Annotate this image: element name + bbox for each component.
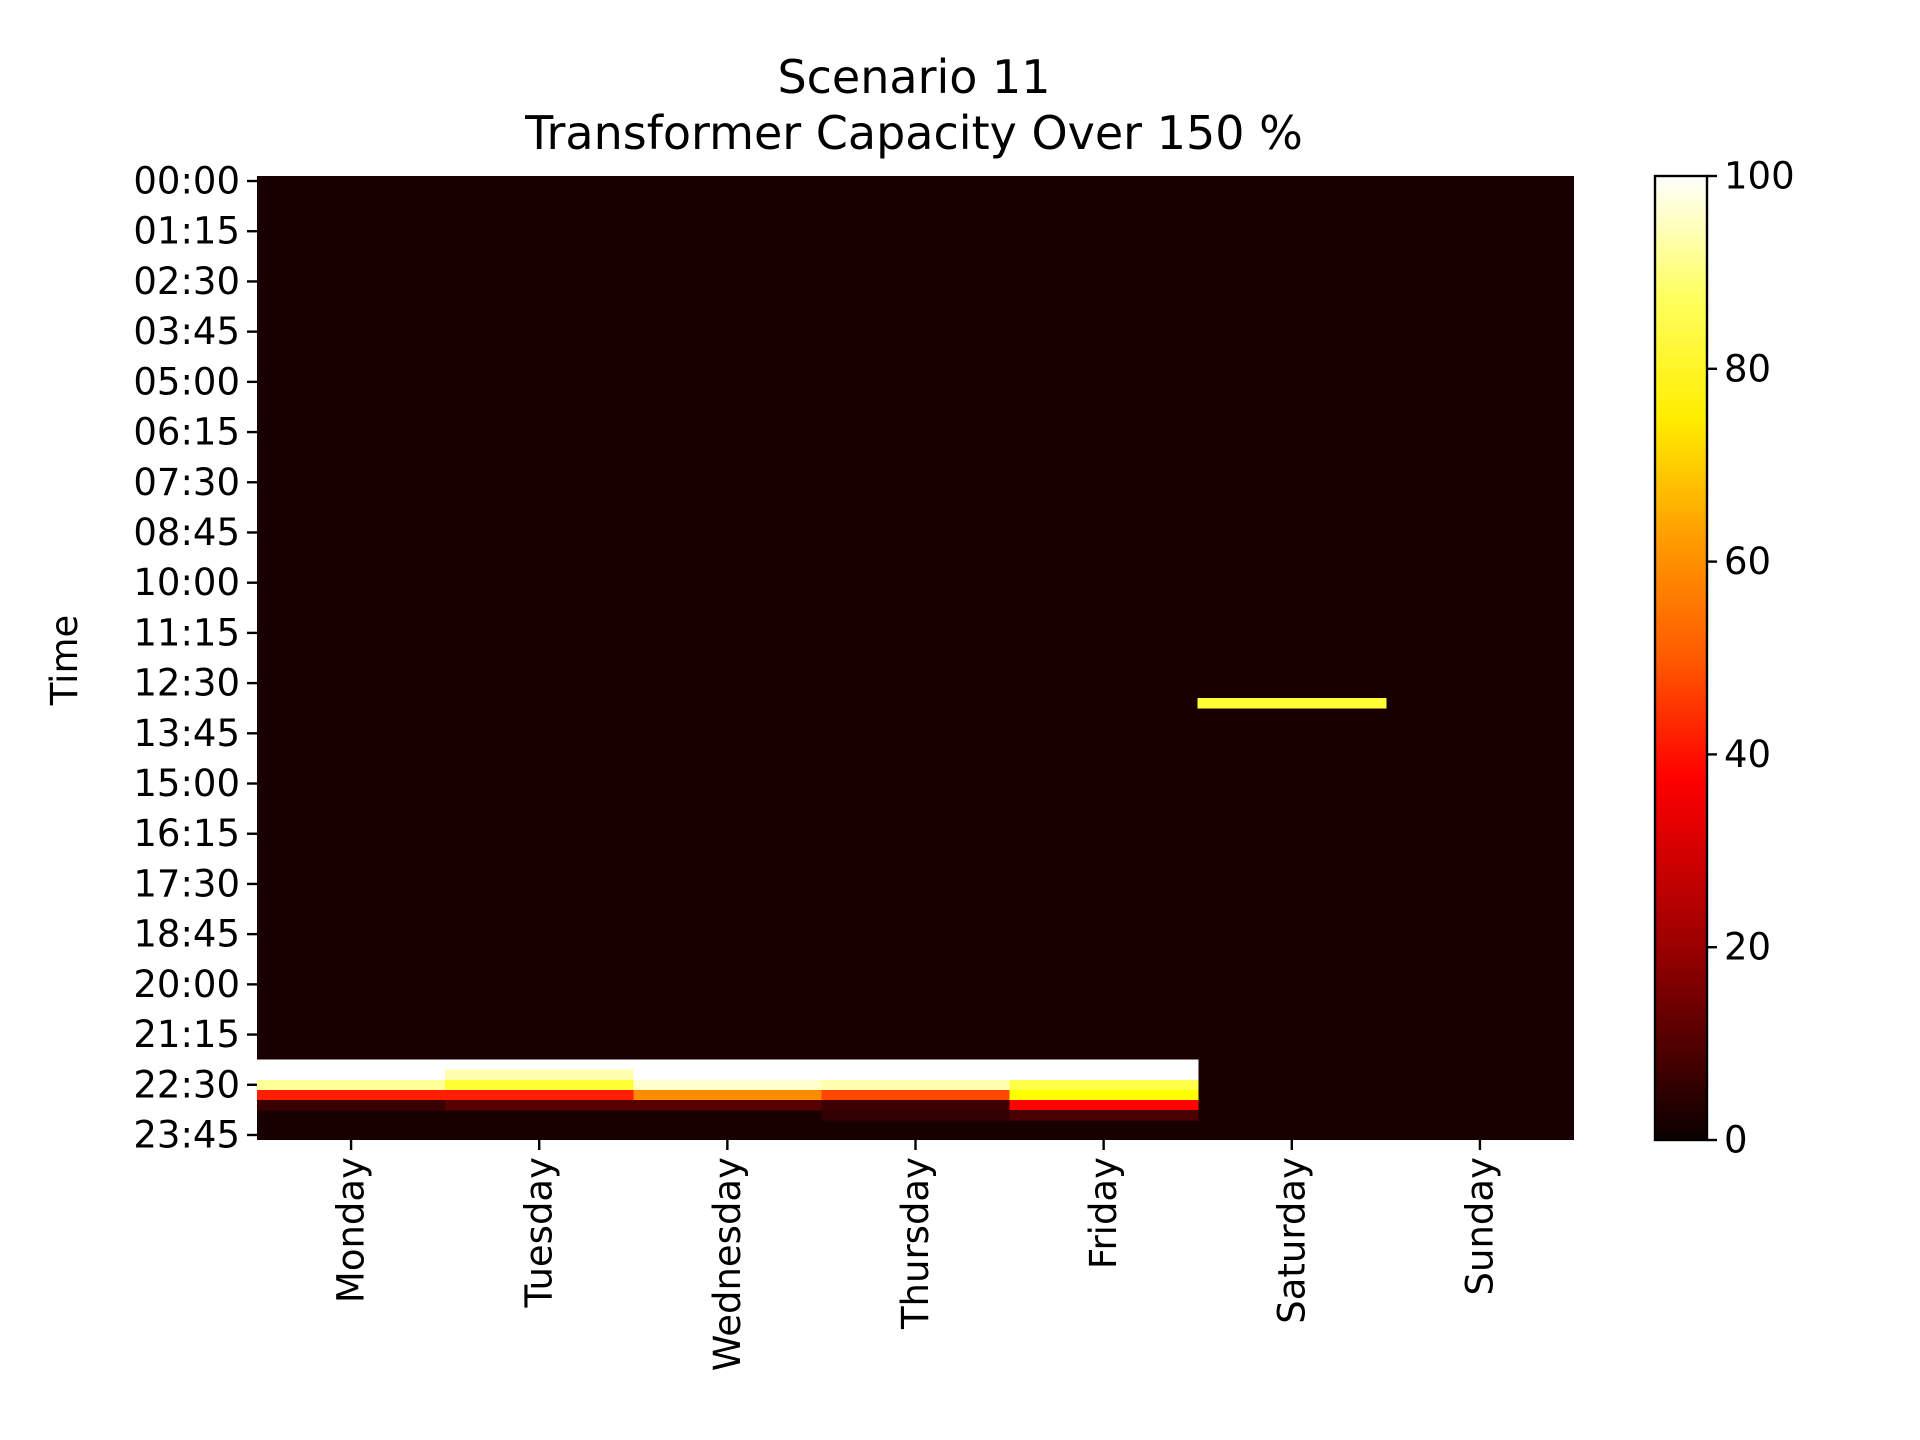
heatmap-cell [257, 1099, 446, 1111]
x-tick-label: Wednesday [706, 1157, 749, 1371]
y-tick-label: 06:15 [133, 411, 240, 454]
x-tick-label: Monday [330, 1157, 373, 1303]
x-axis: Monday Tuesday Wednesday Thursday Friday Satu… [330, 1140, 1501, 1371]
y-tick-label: 07:30 [133, 461, 240, 504]
y-tick-label: 08:45 [133, 511, 240, 554]
colorbar-frame [1653, 174, 1709, 1142]
x-tick-label: Thursday [894, 1157, 937, 1330]
y-tick-label: 11:15 [133, 611, 240, 654]
heatmap-cell [821, 1109, 1011, 1121]
y-tick-label: 05:00 [133, 360, 240, 403]
y-tick-label: 13:45 [133, 712, 240, 755]
y-tick-label: 00:00 [133, 160, 240, 203]
heatmap-cell [821, 1059, 1011, 1071]
heatmap-cell [445, 1079, 634, 1091]
heatmap-cell [257, 1089, 446, 1101]
chart-subtitle: Transformer Capacity Over 150 % [524, 106, 1303, 160]
heatmap-cell [445, 1089, 634, 1101]
y-tick-label: 16:15 [133, 812, 240, 855]
heatmap-cell [445, 1059, 634, 1071]
heatmap-background [257, 176, 1574, 1140]
heatmap-cell [633, 1079, 823, 1091]
colorbar-tick-label: 80 [1724, 347, 1771, 390]
heatmap-cell [1009, 1069, 1199, 1081]
y-tick-label: 03:45 [133, 310, 240, 353]
heatmap-cell [257, 1059, 446, 1071]
y-tick-label: 01:15 [133, 210, 240, 253]
heatmap-cell [257, 1069, 446, 1081]
heatmap-cell [633, 1059, 823, 1071]
y-tick-label: 18:45 [133, 913, 240, 956]
colorbar-tick-label: 60 [1724, 540, 1771, 583]
colorbar-tick-label: 20 [1724, 926, 1771, 969]
x-tick-label: Sunday [1458, 1157, 1501, 1295]
y-tick-label: 10:00 [133, 561, 240, 604]
heatmap-cell [1009, 1079, 1199, 1091]
heatmap-cell [1009, 1059, 1199, 1071]
x-tick-label: Tuesday [518, 1157, 561, 1309]
x-tick-label: Friday [1082, 1157, 1125, 1269]
heatmap-cell [1009, 1089, 1199, 1101]
heatmap-cell [1197, 698, 1387, 709]
y-tick-label: 12:30 [133, 662, 240, 705]
y-tick-label: 23:45 [133, 1113, 240, 1156]
y-tick-label: 17:30 [133, 862, 240, 905]
heatmap-cell [633, 1069, 823, 1081]
colorbar-tick-label: 40 [1724, 733, 1771, 776]
heatmap-cell [821, 1069, 1011, 1081]
heatmap-cell [1009, 1099, 1199, 1111]
y-tick-label: 20:00 [133, 963, 240, 1006]
heatmap-area [257, 176, 1574, 1140]
y-tick-label: 21:15 [133, 1013, 240, 1056]
heatmap-cell [633, 1089, 823, 1101]
y-tick-label: 22:30 [133, 1063, 240, 1106]
colorbar-tick-label: 0 [1724, 1119, 1748, 1162]
heatmap-cell [633, 1099, 823, 1111]
heatmap-cell [257, 1079, 446, 1091]
y-tick-label: 02:30 [133, 260, 240, 303]
colorbar-gradient [1655, 176, 1707, 1140]
y-axis-label: Time [43, 615, 86, 707]
heatmap-cell [821, 1079, 1011, 1091]
heatmap-cell [445, 1099, 634, 1111]
heatmap-cell [821, 1089, 1011, 1101]
heatmap-cell [445, 1069, 634, 1081]
colorbar-tick-label: 100 [1724, 155, 1795, 198]
heatmap-cell [1009, 1109, 1199, 1121]
y-axis: 00:00 01:15 02:30 03:45 05:00 06:15 07:30 08:45… [133, 160, 257, 1156]
heatmap-cell [821, 1099, 1011, 1111]
colorbar: 0 20 40 60 80 100 [1653, 155, 1795, 1162]
chart-title: Scenario 11 [777, 50, 1050, 104]
x-tick-label: Saturday [1270, 1157, 1313, 1324]
y-tick-label: 15:00 [133, 762, 240, 805]
